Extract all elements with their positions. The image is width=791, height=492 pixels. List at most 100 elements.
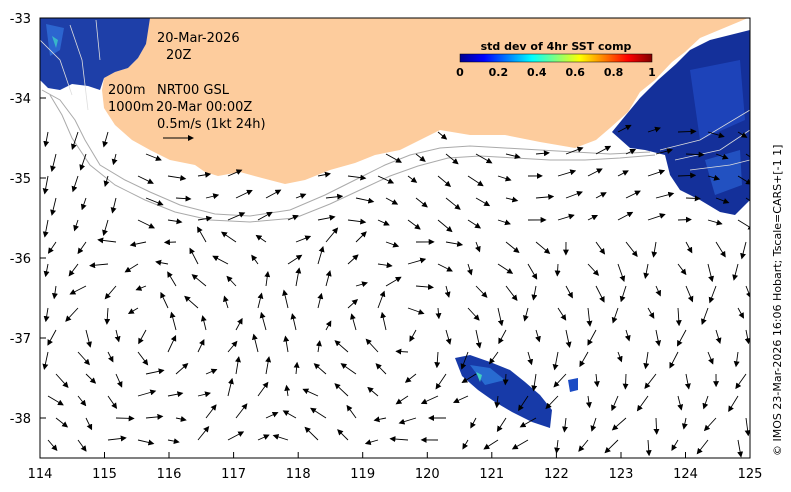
velocity-vector <box>593 373 600 388</box>
velocity-vector <box>675 307 682 327</box>
velocity-vector <box>295 193 307 199</box>
velocity-vector <box>505 241 520 254</box>
velocity-vector <box>586 307 593 327</box>
velocity-vector <box>282 410 297 419</box>
velocity-vector <box>155 259 169 266</box>
velocity-vector <box>272 434 289 441</box>
velocity-vector <box>50 153 57 172</box>
velocity-vector <box>355 197 375 204</box>
velocity-vector <box>497 175 512 182</box>
velocity-vector <box>104 285 117 300</box>
velocity-vector <box>475 329 482 349</box>
velocity-vector <box>557 213 575 221</box>
velocity-vector <box>519 417 537 428</box>
velocity-vector <box>415 197 428 208</box>
velocity-vector <box>461 373 477 384</box>
velocity-vector <box>733 351 740 368</box>
velocity-vector <box>167 391 184 398</box>
velocity-vector <box>265 356 272 375</box>
velocity-vector <box>740 241 747 260</box>
colorbar: std dev of 4hr SST comp 0 0.2 0.4 0.6 0.… <box>456 40 656 79</box>
velocity-vector <box>325 193 344 200</box>
velocity-vector <box>587 214 598 221</box>
velocity-vector <box>235 189 253 199</box>
x-tick-label: 119 <box>350 467 375 482</box>
velocity-vector <box>737 175 750 185</box>
velocity-vector <box>42 175 49 195</box>
velocity-vector <box>445 197 461 210</box>
velocity-vector <box>325 320 332 331</box>
velocity-vector <box>702 395 709 410</box>
velocity-vector <box>404 373 417 383</box>
map-annotations: 20-Mar-2026 20Z 200m NRT00 GSL 1000m 20-… <box>108 31 266 132</box>
velocity-vector <box>395 395 409 405</box>
x-tick-label: 123 <box>609 467 634 482</box>
velocity-vector <box>505 153 521 160</box>
velocity-vector <box>377 219 390 226</box>
x-tick-label: 115 <box>92 467 117 482</box>
velocity-vector <box>611 307 619 324</box>
velocity-vector <box>47 395 64 406</box>
velocity-vector <box>460 351 469 370</box>
velocity-vector <box>115 373 123 388</box>
velocity-vector <box>235 356 241 375</box>
x-tick-label: 116 <box>157 467 182 482</box>
x-tick-label: 114 <box>28 467 53 482</box>
velocity-vector <box>483 439 499 450</box>
velocity-vector <box>565 190 583 199</box>
x-tick-label: 125 <box>738 467 763 482</box>
velocity-vector <box>737 131 748 138</box>
velocity-vector <box>287 254 303 265</box>
velocity-vector <box>655 329 662 347</box>
velocity-vector <box>389 436 409 443</box>
velocity-vector <box>102 219 109 237</box>
velocity-vector <box>445 153 459 165</box>
velocity-vector <box>197 426 210 441</box>
velocity-vector <box>317 171 331 178</box>
y-tick-label: -37 <box>10 332 31 347</box>
velocity-vector <box>124 263 139 273</box>
velocity-vector <box>145 413 164 420</box>
velocity-vector <box>227 340 238 353</box>
velocity-vector <box>85 373 97 384</box>
velocity-vector <box>114 329 121 343</box>
velocity-vector <box>167 218 183 225</box>
velocity-vector <box>317 245 325 265</box>
velocity-vector <box>398 417 417 425</box>
velocity-vector <box>167 271 177 287</box>
velocity-vector <box>65 307 79 322</box>
velocity-vector <box>494 395 501 409</box>
velocity-vector <box>565 329 572 348</box>
velocity-vector <box>685 151 705 158</box>
velocity-vector <box>671 439 679 451</box>
velocity-vector <box>677 329 687 347</box>
contour-200m <box>41 89 651 217</box>
x-tick-label: 121 <box>479 467 504 482</box>
velocity-vector <box>137 389 157 397</box>
velocity-vector <box>347 218 367 225</box>
velocity-vector <box>625 241 638 257</box>
velocity-vector <box>115 415 135 422</box>
velocity-vector <box>715 153 729 160</box>
velocity-vector <box>735 373 747 390</box>
velocity-vector <box>625 190 641 199</box>
velocity-vector <box>685 285 694 303</box>
velocity-vector <box>42 219 49 238</box>
colorbar-tick: 0.2 <box>489 66 509 79</box>
velocity-vector <box>511 439 529 450</box>
velocity-vector <box>251 333 259 353</box>
velocity-vector <box>595 285 605 303</box>
velocity-vector <box>496 417 507 433</box>
velocity-vector <box>77 241 87 255</box>
velocity-vector <box>107 435 127 442</box>
velocity-vector <box>624 329 631 342</box>
velocity-vector <box>616 351 623 363</box>
velocity-vector <box>527 351 534 366</box>
velocity-vector <box>313 363 327 375</box>
velocity-vector <box>293 361 300 375</box>
velocity-vector <box>200 315 207 331</box>
contour-200-label: 200m <box>108 83 145 98</box>
velocity-vector <box>175 195 192 202</box>
velocity-vector <box>475 285 488 298</box>
velocity-vector <box>611 417 627 431</box>
